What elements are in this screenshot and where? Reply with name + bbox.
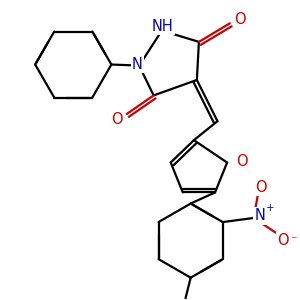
Text: O: O — [277, 233, 288, 248]
Text: ⁻: ⁻ — [290, 234, 297, 247]
Text: O: O — [111, 112, 122, 127]
Text: N: N — [132, 57, 142, 72]
Text: +: + — [266, 203, 274, 213]
Text: O: O — [255, 180, 267, 195]
Text: O: O — [236, 154, 247, 169]
Text: O: O — [234, 12, 246, 27]
Text: N: N — [254, 208, 265, 224]
Text: NH: NH — [152, 19, 174, 34]
